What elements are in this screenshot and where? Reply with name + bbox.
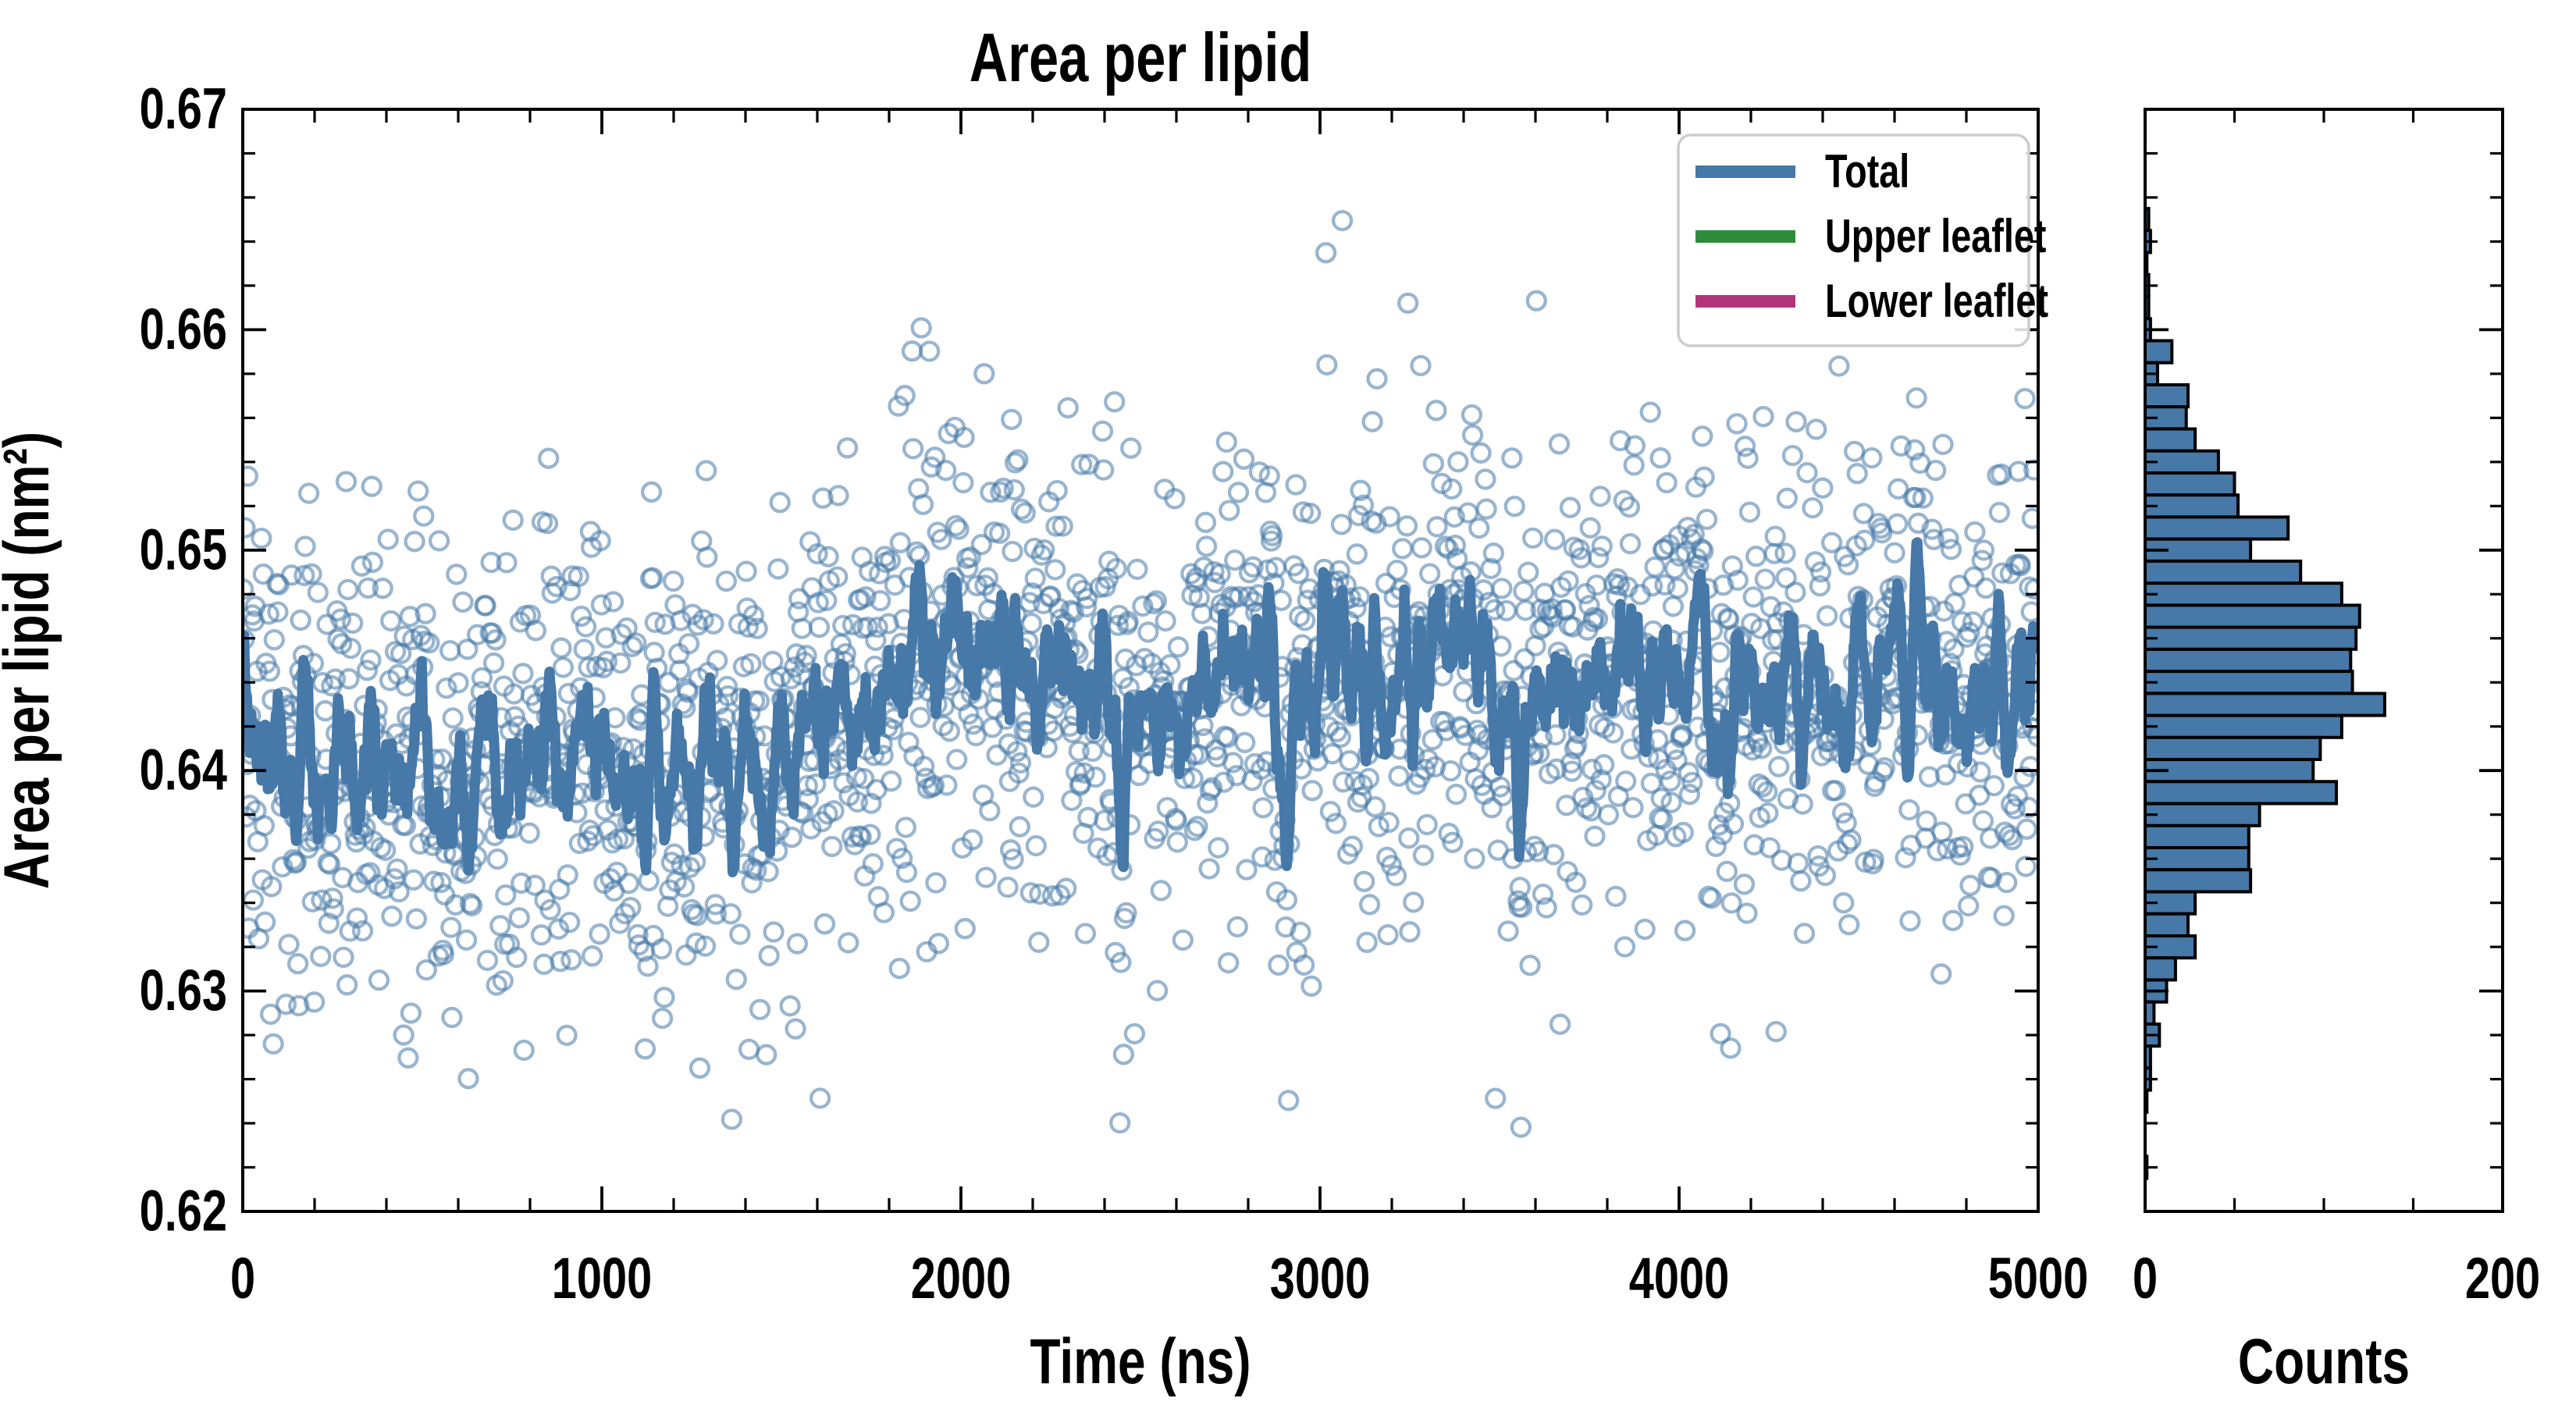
- hist-x-tick-label: 0: [2133, 1247, 2158, 1311]
- legend: Total Upper leaflet Lower leaflet: [1677, 133, 2048, 347]
- svg-text:Area per lipid: Area per lipid: [970, 20, 1312, 96]
- x-tick-label: 5000: [1988, 1247, 2088, 1311]
- legend-label: Total: [1825, 146, 1909, 198]
- axis-spines: [241, 108, 2040, 1213]
- y-tick-label: 0.62: [140, 1179, 227, 1244]
- svg-text:0.66: 0.66: [140, 297, 227, 362]
- hist-panel-axes: [2144, 108, 2504, 1213]
- histogram-bar: [2144, 912, 2190, 938]
- legend-box: [1677, 133, 2030, 347]
- svg-text:2000: 2000: [911, 1247, 1011, 1311]
- svg-text:1000: 1000: [552, 1247, 652, 1311]
- svg-text:Upper leaflet: Upper leaflet: [1825, 211, 2046, 263]
- histogram-bar: [2144, 603, 2361, 629]
- svg-text:0: 0: [2133, 1247, 2158, 1311]
- svg-text:200: 200: [2465, 1247, 2540, 1311]
- histogram-bar: [2144, 471, 2236, 497]
- x-tick-label: 0: [230, 1247, 255, 1311]
- svg-text:Counts: Counts: [2238, 1325, 2410, 1397]
- legend-swatch: [1695, 295, 1795, 308]
- trend-line-total: [243, 537, 2038, 877]
- legend-item-total: Total: [1695, 146, 1909, 198]
- histogram-bar: [2144, 515, 2290, 541]
- svg-text:0.62: 0.62: [140, 1179, 227, 1244]
- svg-text:4000: 4000: [1629, 1247, 1729, 1311]
- x-tick-label: 2000: [911, 1247, 1011, 1311]
- histogram-bar: [2144, 846, 2250, 872]
- svg-text:0.63: 0.63: [140, 959, 227, 1023]
- hist-x-axis-label: Counts: [2238, 1325, 2410, 1397]
- axis-spines: [2144, 108, 2504, 1213]
- histogram-bar: [2144, 647, 2353, 674]
- y-tick-label: 0.64: [140, 738, 227, 803]
- legend-label: Lower leaflet: [1825, 276, 2048, 328]
- y-tick-label: 0.65: [140, 518, 227, 583]
- svg-text:Area per lipid (nm²): Area per lipid (nm²): [0, 432, 62, 889]
- y-tick-label: 0.63: [140, 959, 227, 1023]
- legend-item-upper-leaflet: Upper leaflet: [1695, 211, 2046, 263]
- histogram-bar: [2144, 735, 2322, 761]
- legend-label: Upper leaflet: [1825, 211, 2046, 263]
- histogram-bar: [2144, 713, 2343, 739]
- histogram-bar: [2144, 823, 2250, 850]
- hist-x-tick-label: 200: [2465, 1247, 2540, 1311]
- histogram-bar: [2144, 427, 2197, 453]
- x-axis-label: Time (ns): [1030, 1325, 1251, 1397]
- svg-text:5000: 5000: [1988, 1247, 2088, 1311]
- histogram-bar: [2144, 493, 2240, 519]
- svg-text:0: 0: [230, 1247, 255, 1311]
- histogram-bar: [2144, 758, 2315, 784]
- histogram-bar: [2144, 559, 2303, 585]
- svg-text:0.64: 0.64: [140, 738, 227, 803]
- svg-text:Total: Total: [1825, 146, 1909, 198]
- histogram-bar: [2144, 582, 2343, 607]
- histogram-bar: [2144, 383, 2190, 409]
- histogram-bar: [2144, 802, 2261, 827]
- histogram-bars-total: [2144, 207, 2386, 1180]
- svg-text:Time (ns): Time (ns): [1030, 1325, 1251, 1397]
- x-tick-label: 3000: [1270, 1247, 1370, 1311]
- plot-title: Area per lipid: [970, 20, 1312, 96]
- legend-item-lower-leaflet: Lower leaflet: [1695, 276, 2048, 328]
- svg-text:0.67: 0.67: [140, 77, 227, 142]
- x-tick-label: 1000: [552, 1247, 652, 1311]
- histogram-bar: [2144, 780, 2338, 806]
- histogram-bar: [2144, 868, 2253, 894]
- histogram-bar: [2144, 625, 2358, 651]
- legend-swatch: [1695, 165, 1795, 178]
- x-tick-label: 4000: [1629, 1247, 1729, 1311]
- legend-swatch: [1695, 230, 1795, 243]
- y-tick-label: 0.66: [140, 297, 227, 362]
- histogram-bar: [2144, 692, 2386, 717]
- svg-text:0.65: 0.65: [140, 518, 227, 583]
- svg-text:Lower leaflet: Lower leaflet: [1825, 276, 2048, 328]
- tick-labels: 0.620.630.640.650.660.670 1000 2000 3000 400…: [140, 77, 2540, 1311]
- histogram-bar: [2144, 956, 2177, 982]
- y-axis-label: Area per lipid (nm²): [0, 432, 62, 889]
- histogram-bar: [2144, 339, 2174, 365]
- svg-text:3000: 3000: [1270, 1247, 1370, 1311]
- y-tick-label: 0.67: [140, 77, 227, 142]
- main-panel-axes: [241, 108, 2040, 1213]
- histogram-bar: [2144, 670, 2354, 695]
